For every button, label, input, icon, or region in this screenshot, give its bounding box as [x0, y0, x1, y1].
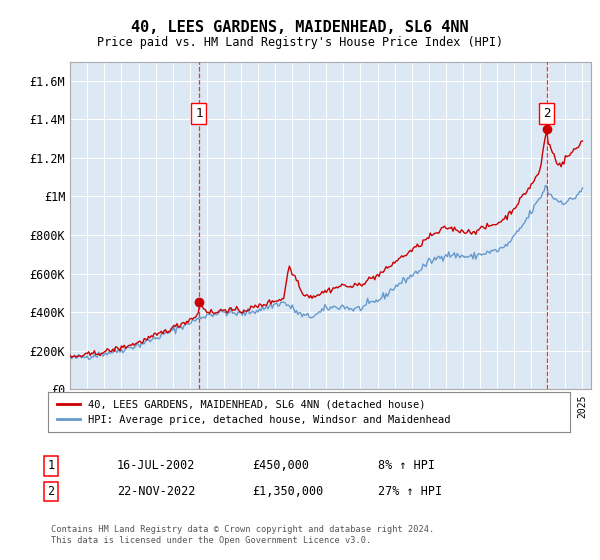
Legend: 40, LEES GARDENS, MAIDENHEAD, SL6 4NN (detached house), HPI: Average price, deta: 40, LEES GARDENS, MAIDENHEAD, SL6 4NN (d… [53, 396, 454, 428]
Text: 40, LEES GARDENS, MAIDENHEAD, SL6 4NN: 40, LEES GARDENS, MAIDENHEAD, SL6 4NN [131, 20, 469, 35]
Text: Contains HM Land Registry data © Crown copyright and database right 2024.
This d: Contains HM Land Registry data © Crown c… [51, 525, 434, 545]
Text: 27% ↑ HPI: 27% ↑ HPI [378, 485, 442, 498]
Text: 1: 1 [47, 459, 55, 473]
Text: 16-JUL-2002: 16-JUL-2002 [117, 459, 196, 473]
Text: 22-NOV-2022: 22-NOV-2022 [117, 485, 196, 498]
Text: £1,350,000: £1,350,000 [252, 485, 323, 498]
Text: Price paid vs. HM Land Registry's House Price Index (HPI): Price paid vs. HM Land Registry's House … [97, 36, 503, 49]
Text: 8% ↑ HPI: 8% ↑ HPI [378, 459, 435, 473]
Text: 2: 2 [47, 485, 55, 498]
Text: 1: 1 [195, 107, 203, 120]
Text: £450,000: £450,000 [252, 459, 309, 473]
Text: 2: 2 [543, 107, 550, 120]
